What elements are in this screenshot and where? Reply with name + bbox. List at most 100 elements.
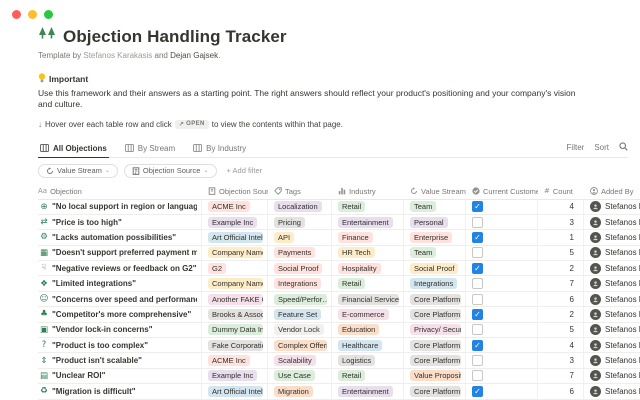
tag-pill[interactable]: Complex Offeri… [274, 339, 327, 351]
customer-checkbox[interactable]: ✓ [472, 231, 483, 243]
tags-cell[interactable]: API [268, 230, 332, 245]
value-stream-cell[interactable]: Privacy/ Security [404, 322, 466, 338]
table-row[interactable]: ♣ "Competitor's more comprehensive" Brook… [38, 307, 640, 323]
objection-title[interactable]: "Product isn't scalable" [52, 356, 142, 366]
tags-cell[interactable]: Scalability [268, 353, 332, 368]
objection-cell[interactable]: ☺ "Concerns over speed and performance" [38, 291, 202, 307]
value-stream-cell[interactable]: Core Platform [404, 338, 466, 353]
value-stream-cell[interactable]: Core Platform [404, 307, 466, 322]
column-header-objection-source[interactable]: Objection Source [202, 185, 268, 199]
table-row[interactable]: ♻ "Migration is difficult" Art Official I… [38, 384, 640, 400]
value-stream-pill[interactable]: Value Proposition [410, 370, 461, 382]
tags-cell[interactable]: Feature Set [268, 307, 332, 322]
customer-checkbox[interactable] [472, 370, 483, 382]
objection-cell[interactable]: ❖ "Limited integrations" [38, 276, 202, 291]
value-stream-pill[interactable]: Core Platform [410, 308, 461, 320]
industry-cell[interactable]: Hospitality [332, 261, 404, 276]
objection-cell[interactable]: ⊕ "No local support in region or language… [38, 199, 202, 214]
source-pill[interactable]: Art Official Intellig… [208, 385, 263, 397]
tags-cell[interactable]: Integrations [268, 276, 332, 291]
tag-pill[interactable]: Feature Set [274, 308, 322, 320]
objection-title[interactable]: "Migration is difficult" [52, 386, 136, 396]
tag-pill[interactable]: Payments [274, 247, 316, 259]
objection-title[interactable]: "Competitor's more comprehensive" [52, 309, 192, 319]
industry-pill[interactable]: Education [338, 324, 380, 336]
minimize-window-icon[interactable] [28, 10, 37, 19]
objection-title[interactable]: "Lacks automation possibilities" [52, 232, 177, 242]
table-row[interactable]: ❖ "Limited integrations" Company Name Int… [38, 276, 640, 292]
customer-checkbox[interactable] [472, 324, 483, 336]
current-customer-cell[interactable] [466, 245, 538, 261]
industry-cell[interactable]: Financial Services [332, 291, 404, 307]
objection-title[interactable]: "Vendor lock-in concerns" [52, 325, 153, 335]
tab-by-stream[interactable]: By Stream [123, 144, 177, 157]
table-row[interactable]: ⇄ "Price is too high" Example Inc Pricing… [38, 214, 640, 231]
industry-pill[interactable]: E-commerce [338, 308, 389, 320]
customer-checkbox[interactable]: ✓ [472, 308, 483, 320]
search-icon[interactable] [619, 141, 628, 153]
value-stream-cell[interactable]: Value Proposition [404, 368, 466, 384]
value-stream-pill[interactable]: Core Platform [410, 385, 461, 397]
table-row[interactable]: ▣ "Vendor lock-in concerns" Dummy Data In… [38, 322, 640, 339]
source-pill[interactable]: Company Name [208, 247, 263, 259]
add-filter-button[interactable]: + Add filter [226, 166, 263, 175]
added-by-cell[interactable]: Stefanos Karakasis [584, 323, 640, 337]
tab-by-industry[interactable]: By Industry [191, 144, 248, 157]
page-title[interactable]: Objection Handling Tracker [63, 26, 287, 46]
industry-cell[interactable]: Retail [332, 276, 404, 291]
industry-cell[interactable]: Logistics [332, 353, 404, 368]
open-button[interactable]: ↗ OPEN [174, 119, 209, 129]
tag-pill[interactable]: Social Proof [274, 262, 323, 274]
count-cell[interactable]: 1 [538, 230, 584, 245]
count-cell[interactable]: 4 [538, 199, 584, 214]
column-header-count[interactable]: # Count [544, 186, 573, 196]
value-stream-cell[interactable]: Enterprise [404, 230, 466, 245]
source-pill[interactable]: Brooks & Associat… [208, 308, 263, 320]
added-by-cell[interactable]: Stefanos Karakasis [584, 200, 640, 214]
objection-cell[interactable]: ♣ "Competitor's more comprehensive" [38, 307, 202, 322]
value-stream-pill[interactable]: Team [410, 201, 437, 213]
industry-cell[interactable]: Education [332, 322, 404, 338]
added-by-cell[interactable]: Stefanos Karakasis [584, 353, 640, 367]
added-by-cell[interactable]: Stefanos Karakasis [584, 215, 640, 229]
value-stream-cell[interactable]: Personal [404, 214, 466, 230]
count-cell[interactable]: 3 [538, 214, 584, 230]
count-cell[interactable]: 2 [538, 307, 584, 322]
column-header-industry[interactable]: Industry [332, 185, 404, 199]
objection-source-cell[interactable]: Company Name [202, 276, 268, 291]
value-stream-pill[interactable]: Core Platform [410, 293, 461, 305]
industry-cell[interactable]: E-commerce [332, 307, 404, 322]
current-customer-cell[interactable]: ✓ [466, 307, 538, 322]
count-cell[interactable]: 2 [538, 261, 584, 276]
value-stream-cell[interactable]: Team [404, 245, 466, 261]
column-header-objection[interactable]: Aa Objection [38, 186, 82, 196]
current-customer-cell[interactable]: ✓ [466, 338, 538, 353]
customer-checkbox[interactable]: ✓ [472, 262, 483, 274]
value-stream-cell[interactable]: Integrations [404, 276, 466, 291]
objection-source-cell[interactable]: ACME Inc [202, 353, 268, 368]
source-pill[interactable]: Company Name [208, 278, 263, 290]
objection-title[interactable]: "Price is too high" [52, 217, 122, 227]
filter-chip-value-stream[interactable]: Value Stream ⌄ [38, 163, 118, 178]
added-by-cell[interactable]: Stefanos Karakasis [584, 292, 640, 306]
current-customer-cell[interactable] [466, 214, 538, 230]
objection-title[interactable]: "Unclear ROI" [52, 371, 106, 381]
objection-cell[interactable]: ▦"Doesn't support preferred payment meth… [38, 245, 202, 261]
tag-pill[interactable]: Use Case [274, 370, 315, 382]
objection-source-cell[interactable]: Example Inc [202, 214, 268, 230]
industry-pill[interactable]: Healthcare [338, 339, 383, 351]
table-row[interactable]: ☟ "Negative reviews or feedback on G2" G2… [38, 261, 640, 277]
tags-cell[interactable]: Social Proof [268, 261, 332, 276]
count-cell[interactable]: 3 [538, 353, 584, 368]
count-cell[interactable]: 7 [538, 368, 584, 384]
objection-source-cell[interactable]: Brooks & Associat… [202, 307, 268, 322]
tags-cell[interactable]: Use Case [268, 368, 332, 384]
added-by-cell[interactable]: Stefanos Karakasis [584, 230, 640, 244]
value-stream-pill[interactable]: Core Platform [410, 339, 461, 351]
count-cell[interactable]: 5 [538, 322, 584, 338]
source-pill[interactable]: Dummy Data Inc [208, 324, 263, 336]
tag-pill[interactable]: Integrations [274, 278, 322, 290]
tag-pill[interactable]: Pricing [274, 216, 305, 228]
objection-title[interactable]: "Product is too complex" [52, 340, 149, 350]
industry-pill[interactable]: Logistics [338, 355, 376, 367]
